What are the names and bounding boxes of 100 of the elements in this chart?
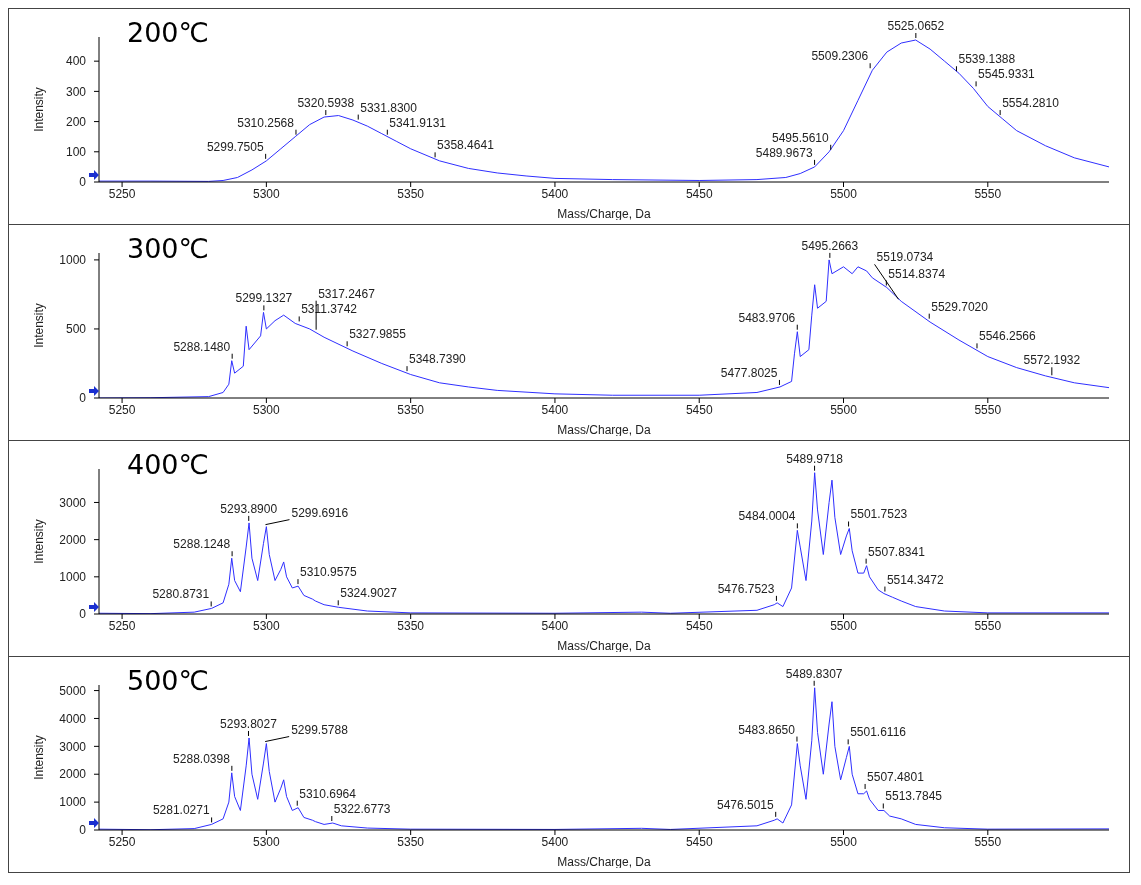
x-tick-label: 5250 bbox=[108, 402, 136, 417]
annotation: 5501.7523 bbox=[850, 507, 908, 522]
y-axis-title: Intensity bbox=[32, 519, 47, 564]
y-tick-label: 0 bbox=[79, 607, 87, 622]
y-axis-title: Intensity bbox=[32, 87, 47, 132]
annotation: 5476.5015 bbox=[716, 797, 775, 812]
y-tick-label: 2000 bbox=[59, 532, 87, 547]
annotation: 5310.6964 bbox=[299, 786, 357, 801]
x-tick-label: 5500 bbox=[830, 186, 858, 201]
annotation: 5476.7523 bbox=[717, 581, 775, 596]
annotation: 5320.5938 bbox=[297, 96, 355, 111]
x-tick-label: 5250 bbox=[108, 186, 136, 201]
annotation: 5299.7505 bbox=[206, 139, 264, 154]
x-tick-label: 5300 bbox=[253, 618, 281, 633]
annotation: 5546.2566 bbox=[979, 329, 1037, 344]
annotation: 5501.6116 bbox=[850, 725, 907, 740]
y-tick-label: 1000 bbox=[59, 253, 87, 268]
chart-title: 200℃ bbox=[127, 17, 209, 48]
annotation: 5525.0652 bbox=[887, 19, 945, 34]
annotation: 5327.9855 bbox=[349, 327, 407, 342]
annotation: 5310.2568 bbox=[237, 115, 295, 130]
x-tick-label: 5450 bbox=[685, 618, 713, 633]
y-tick-label: 0 bbox=[79, 175, 87, 190]
annotation: 5529.7020 bbox=[931, 299, 989, 314]
chart-title: 300℃ bbox=[127, 233, 209, 264]
chart-title: 500℃ bbox=[127, 665, 209, 696]
x-tick-label: 5450 bbox=[685, 186, 713, 201]
y-tick-label: 400 bbox=[65, 54, 87, 69]
annotation: 5483.9706 bbox=[738, 310, 796, 325]
annotation: 5489.8307 bbox=[785, 666, 843, 681]
annotation: 5545.9331 bbox=[978, 67, 1036, 82]
annotation: 5539.1388 bbox=[958, 52, 1016, 67]
annotation: 5341.9131 bbox=[389, 115, 447, 130]
x-tick-label: 5350 bbox=[397, 834, 425, 849]
y-tick-label: 200 bbox=[65, 114, 87, 129]
annotation: 5489.9718 bbox=[786, 451, 844, 466]
y-tick-label: 1000 bbox=[59, 570, 87, 585]
y-tick-label: 5000 bbox=[59, 683, 87, 698]
annotation: 5299.1327 bbox=[235, 291, 293, 306]
x-tick-label: 5450 bbox=[685, 402, 713, 417]
annotation: 5513.7845 bbox=[885, 789, 943, 804]
annotation: 5324.9027 bbox=[340, 586, 398, 601]
x-tick-label: 5550 bbox=[974, 618, 1002, 633]
x-axis-title: Mass/Charge, Da bbox=[557, 207, 652, 221]
x-tick-label: 5350 bbox=[397, 186, 425, 201]
annotation: 5495.5610 bbox=[771, 130, 830, 145]
x-tick-label: 5250 bbox=[108, 618, 136, 633]
y-tick-label: 2000 bbox=[59, 767, 87, 782]
annotation: 5293.8900 bbox=[220, 501, 278, 516]
x-axis-title: Mass/Charge, Da bbox=[557, 855, 652, 869]
y-tick-label: 500 bbox=[65, 322, 87, 337]
y-axis-title: Intensity bbox=[32, 735, 47, 780]
x-tick-label: 5400 bbox=[541, 186, 569, 201]
annotation: 5509.2306 bbox=[811, 49, 869, 64]
annotation: 5348.7390 bbox=[409, 352, 467, 367]
annotation: 5299.6916 bbox=[291, 505, 349, 520]
x-tick-label: 5300 bbox=[253, 186, 281, 201]
x-tick-label: 5550 bbox=[974, 402, 1002, 417]
annotation: 5331.8300 bbox=[360, 100, 418, 115]
annotation: 5317.2467 bbox=[318, 286, 376, 301]
annotation: 5507.4801 bbox=[867, 769, 925, 784]
annotation: 5554.2810 bbox=[1002, 96, 1060, 111]
x-tick-label: 5500 bbox=[830, 618, 858, 633]
annotation: 5484.0004 bbox=[738, 509, 796, 524]
annotation: 5288.0398 bbox=[173, 751, 231, 766]
chart-title: 400℃ bbox=[127, 449, 209, 480]
annotation: 5288.1248 bbox=[173, 537, 231, 552]
x-tick-label: 5500 bbox=[830, 834, 858, 849]
x-tick-label: 5400 bbox=[541, 834, 569, 849]
y-tick-label: 100 bbox=[65, 145, 87, 160]
annotation: 5519.0734 bbox=[876, 250, 934, 265]
annotation: 5507.8341 bbox=[868, 544, 926, 559]
annotation: 5477.8025 bbox=[720, 365, 778, 380]
annotation: 5572.1932 bbox=[1023, 353, 1081, 368]
annotation: 5288.1480 bbox=[173, 339, 231, 354]
x-axis-title: Mass/Charge, Da bbox=[557, 639, 652, 653]
annotation: 5322.6773 bbox=[333, 802, 391, 817]
x-tick-label: 5400 bbox=[541, 618, 569, 633]
y-tick-label: 4000 bbox=[59, 711, 87, 726]
annotation: 5358.4641 bbox=[437, 138, 495, 153]
annotation: 5514.3472 bbox=[886, 572, 944, 587]
y-tick-label: 1000 bbox=[59, 795, 87, 810]
annotation: 5281.0271 bbox=[152, 803, 210, 818]
x-tick-label: 5400 bbox=[541, 402, 569, 417]
annotation: 5483.8650 bbox=[738, 722, 796, 737]
x-tick-label: 5550 bbox=[974, 834, 1002, 849]
annotation: 5293.8027 bbox=[220, 716, 278, 731]
x-tick-label: 5300 bbox=[253, 834, 281, 849]
x-tick-label: 5450 bbox=[685, 834, 713, 849]
y-tick-label: 300 bbox=[65, 84, 87, 99]
annotation: 5514.8374 bbox=[888, 266, 946, 281]
annotation: 5280.8731 bbox=[152, 587, 210, 602]
x-tick-label: 5350 bbox=[397, 402, 425, 417]
y-axis-title: Intensity bbox=[32, 303, 47, 348]
x-tick-label: 5250 bbox=[108, 834, 136, 849]
x-tick-label: 5350 bbox=[397, 618, 425, 633]
x-tick-label: 5500 bbox=[830, 402, 858, 417]
annotation: 5299.5788 bbox=[291, 722, 349, 737]
annotation: 5489.9673 bbox=[755, 145, 813, 160]
x-axis-title: Mass/Charge, Da bbox=[557, 423, 652, 437]
